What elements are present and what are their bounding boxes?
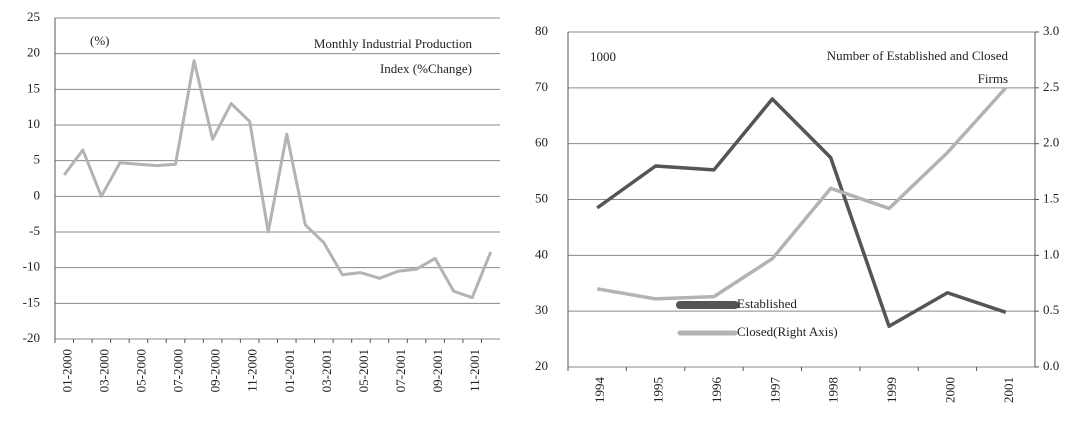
y-tick-label: -15 bbox=[23, 294, 40, 309]
x-tick-label: 07-2001 bbox=[393, 349, 408, 392]
y-tick-label: 0 bbox=[34, 187, 41, 202]
x-tick-label: 11-2001 bbox=[467, 349, 482, 392]
x-tick-label: 1998 bbox=[826, 377, 841, 403]
y2-tick-label: 3.0 bbox=[1043, 23, 1059, 38]
y-tick-label: -20 bbox=[23, 330, 40, 345]
x-tick-label: 11-2000 bbox=[245, 349, 260, 392]
series-line bbox=[596, 97, 1007, 328]
y-tick-label: -5 bbox=[29, 223, 40, 238]
y2-tick-label: 0.0 bbox=[1043, 358, 1059, 373]
y-tick-label: 50 bbox=[535, 190, 548, 205]
annotation: (%) bbox=[90, 33, 110, 48]
y2-tick-label: 1.5 bbox=[1043, 190, 1059, 205]
y-tick-label: -10 bbox=[23, 259, 40, 274]
x-tick-label: 03-2001 bbox=[319, 349, 334, 392]
chart-title: Number of Established and Closed bbox=[827, 48, 1009, 63]
y-tick-label: 20 bbox=[535, 358, 548, 373]
x-tick-label: 1997 bbox=[767, 377, 782, 404]
x-tick-label: 05-2001 bbox=[356, 349, 371, 392]
x-tick-label: 1995 bbox=[651, 377, 666, 403]
x-tick-label: 07-2000 bbox=[171, 349, 186, 392]
x-tick-label: 05-2000 bbox=[133, 349, 148, 392]
annotation: 1000 bbox=[590, 49, 616, 64]
y-tick-label: 30 bbox=[535, 302, 548, 317]
chart-title: Index (%Change) bbox=[380, 61, 472, 76]
x-tick-label: 01-2001 bbox=[282, 349, 297, 392]
y-tick-label: 10 bbox=[27, 116, 40, 131]
y2-tick-label: 1.0 bbox=[1043, 246, 1059, 261]
x-tick-label: 03-2000 bbox=[96, 349, 111, 392]
series-line bbox=[596, 86, 1008, 301]
x-tick-label: 2001 bbox=[1001, 377, 1016, 403]
y2-tick-label: 2.0 bbox=[1043, 135, 1059, 150]
y-tick-label: 60 bbox=[535, 135, 548, 150]
y-tick-label: 15 bbox=[27, 80, 40, 95]
y-tick-label: 80 bbox=[535, 23, 548, 38]
y-tick-label: 20 bbox=[27, 45, 40, 60]
y2-tick-label: 0.5 bbox=[1043, 302, 1059, 317]
legend-label: Closed(Right Axis) bbox=[737, 324, 838, 339]
chart-title: Monthly Industrial Production bbox=[314, 36, 473, 51]
legend-label: Established bbox=[737, 296, 797, 311]
x-tick-label: 1999 bbox=[884, 377, 899, 403]
series-line bbox=[63, 59, 493, 300]
x-tick-label: 09-2001 bbox=[430, 349, 445, 392]
x-tick-label: 1994 bbox=[592, 377, 607, 404]
chart-title: Firms bbox=[978, 71, 1008, 86]
y2-tick-label: 2.5 bbox=[1043, 79, 1059, 94]
y-tick-label: 25 bbox=[27, 9, 40, 24]
y-tick-label: 70 bbox=[535, 79, 548, 94]
x-tick-label: 2000 bbox=[942, 377, 957, 403]
x-tick-label: 01-2000 bbox=[59, 349, 74, 392]
x-tick-label: 1996 bbox=[709, 377, 724, 404]
x-tick-label: 09-2000 bbox=[208, 349, 223, 392]
y-tick-label: 5 bbox=[34, 152, 41, 167]
y-tick-label: 40 bbox=[535, 246, 548, 261]
